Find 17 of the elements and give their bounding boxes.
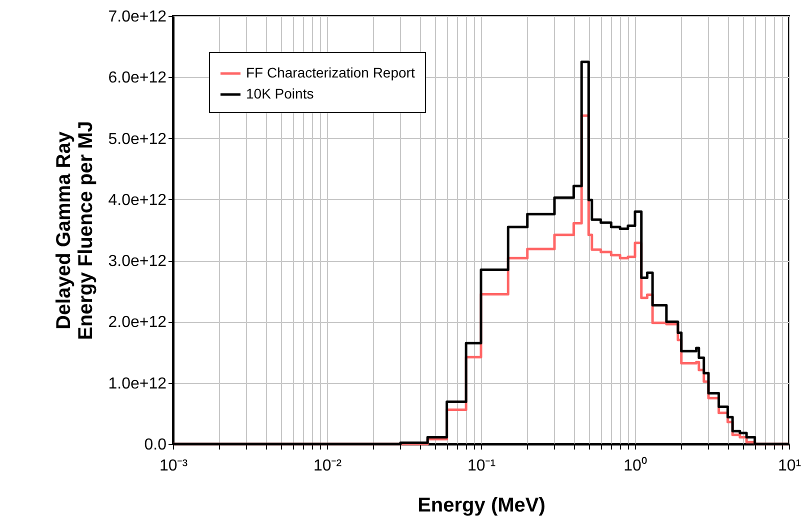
x-tick-label: 10¹ (778, 458, 802, 474)
x-tick-label: 10⁻¹ (467, 458, 496, 474)
x-tick-label: 10⁰ (624, 456, 648, 474)
y-tick-label: 2.0e+12 (108, 314, 167, 332)
y-axis-title: Delayed Gamma Ray Energy Fluence per MJ (53, 121, 98, 340)
x-axis-title: Energy (MeV) (418, 494, 546, 516)
y-tick-label: 0.0 (144, 436, 167, 454)
x-tick-label: 10⁻³ (159, 458, 188, 474)
x-tick-label: 10⁻² (313, 458, 342, 474)
y-tick-label: 1.0e+12 (108, 375, 167, 392)
y-tick-label: 4.0e+12 (108, 192, 167, 209)
legend-label: 10K Points (246, 86, 314, 102)
y-tick-label: 3.0e+12 (108, 253, 167, 270)
legend-label: FF Characterization Report (246, 64, 415, 80)
y-tick-label: 5.0e+12 (108, 130, 167, 148)
y-tick-label: 7.0e+12 (108, 8, 167, 26)
y-tick-label: 6.0e+12 (108, 70, 167, 87)
